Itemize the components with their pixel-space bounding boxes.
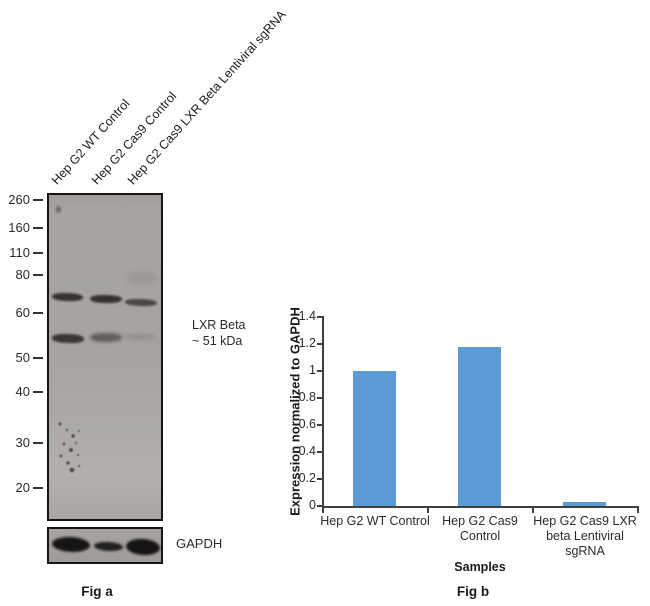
bar-hepg2-cas9-control (458, 347, 501, 506)
xcat-label-2: Hep G2 Cas9 Control (442, 514, 518, 543)
ytick-1 (317, 370, 322, 372)
mw-tick-80 (33, 274, 43, 276)
ytick-label-0: 0 (309, 498, 316, 512)
mw-tick-110 (33, 252, 43, 254)
band-65kda-lane1 (51, 292, 84, 302)
ytick-label-1: 1 (309, 363, 316, 377)
gapdh-band-lane3 (125, 537, 161, 557)
fig-a-caption: Fig a (81, 584, 113, 599)
target-band-size: ~ 51 kDa (192, 334, 243, 348)
mw-label-50: 50 (15, 350, 30, 365)
xtick-2 (532, 508, 534, 513)
gapdh-band-lane1 (51, 536, 91, 553)
band-lxrbeta-lane3 (125, 334, 156, 340)
bar-hepg2-wt-control (353, 371, 396, 506)
mw-label-60: 60 (15, 305, 30, 320)
y-axis-line (322, 316, 324, 508)
blot-artifact-spot (56, 206, 61, 213)
x-axis-line (322, 506, 639, 508)
target-band-name: LXR Beta (192, 318, 246, 332)
ytick-1-4 (317, 316, 322, 318)
xcat-label-1: Hep G2 WT Control (320, 514, 430, 528)
ytick-label-0-6: 0.6 (298, 417, 316, 431)
xcat-label-3: Hep G2 Cas9 LXR beta Lentiviral sgRNA (533, 514, 637, 558)
ytick-label-1-2: 1.2 (298, 336, 316, 350)
mw-tick-60 (33, 312, 43, 314)
ytick-0 (317, 505, 322, 507)
ytick-label-1-4: 1.4 (298, 309, 316, 323)
bar-hepg2-cas9-lxr-sgrna (563, 502, 606, 506)
band-lxrbeta-lane1 (51, 333, 85, 344)
mw-tick-260 (33, 199, 43, 201)
ytick-label-0-2: 0.2 (298, 471, 316, 485)
xtick-start (322, 508, 324, 513)
mw-label-160: 160 (8, 220, 30, 235)
blot-speckles (51, 417, 89, 477)
gapdh-label: GAPDH (176, 536, 223, 551)
band-lxrbeta-lane2 (90, 333, 122, 342)
mw-label-260: 260 (8, 192, 30, 207)
mw-label-20: 20 (15, 480, 30, 495)
x-axis-title: Samples (454, 560, 506, 574)
band-smudge-lane3 (126, 272, 156, 284)
mw-tick-40 (33, 391, 43, 393)
ytick-0-8 (317, 397, 322, 399)
gapdh-band-lane2 (93, 541, 124, 552)
ytick-label-0-8: 0.8 (298, 390, 316, 404)
mw-tick-20 (33, 487, 43, 489)
mw-label-80: 80 (15, 267, 30, 282)
band-65kda-lane3 (124, 298, 158, 307)
ytick-label-0-4: 0.4 (298, 444, 316, 458)
mw-tick-30 (33, 442, 43, 444)
ytick-0-2 (317, 478, 322, 480)
mw-label-40: 40 (15, 384, 30, 399)
ytick-0-6 (317, 424, 322, 426)
mw-tick-160 (33, 227, 43, 229)
xtick-end (637, 508, 639, 513)
gapdh-panel (47, 527, 163, 564)
ytick-0-4 (317, 451, 322, 453)
mw-label-110: 110 (9, 245, 30, 260)
band-65kda-lane2 (89, 294, 123, 304)
mw-label-30: 30 (15, 435, 30, 450)
target-band-annotation: LXR Beta ~ 51 kDa (192, 317, 246, 349)
western-blot-panel (47, 193, 163, 521)
ytick-1-2 (317, 343, 322, 345)
xtick-1 (427, 508, 429, 513)
fig-b-caption: Fig b (456, 584, 490, 599)
lane-label-3: Hep G2 Cas9 LXR Beta Lentiviral sgRNA (124, 7, 289, 188)
mw-tick-50 (33, 357, 43, 359)
